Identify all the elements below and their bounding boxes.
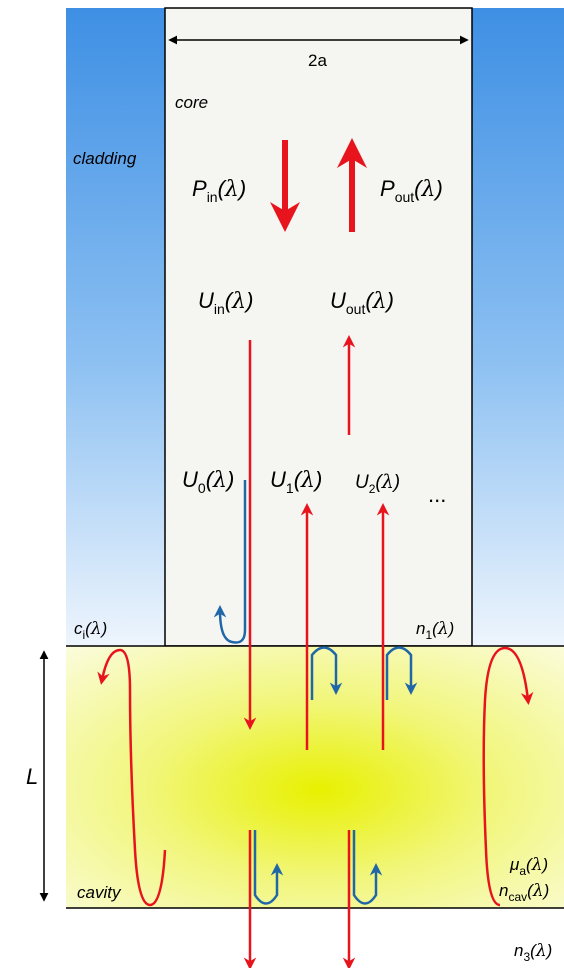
- cladding-right: [472, 8, 564, 646]
- reflection-u2-curve: [385, 646, 418, 700]
- ellipsis-label: ...: [428, 482, 447, 507]
- length-label: L: [26, 764, 39, 789]
- absorption-label: μa(λ): [510, 855, 549, 878]
- field-u0-label: U0(λ): [182, 467, 235, 496]
- cavity-index-label: ncav(λ): [499, 881, 550, 904]
- cavity-region: [66, 646, 564, 908]
- field-u2-label: U2(λ): [355, 471, 401, 496]
- cladding-label: cladding: [73, 149, 137, 168]
- power-in-label: Pin(λ): [192, 176, 247, 205]
- reflection-u1-curve: [310, 646, 343, 700]
- reflection-u0-curve: [213, 480, 247, 644]
- power-out-label: Pout(λ): [380, 176, 443, 205]
- cladding-loop-right: [482, 646, 534, 907]
- substrate-index-label: n3(λ): [514, 941, 553, 964]
- bottom-reflection-left: [253, 830, 284, 905]
- coupling-coefficient-label: ci(λ): [74, 619, 108, 642]
- core-width-label: 2a: [308, 51, 327, 70]
- cladding-loop-left: [97, 648, 151, 907]
- fiber-core: [164, 7, 473, 647]
- core-index-label: n1(λ): [416, 619, 455, 642]
- cladding-left: [66, 8, 165, 646]
- field-out-label: Uout(λ): [330, 288, 394, 317]
- core-label: core: [175, 93, 209, 112]
- field-u1-label: U1(λ): [270, 467, 323, 496]
- field-in-label: Uin(λ): [198, 288, 254, 317]
- cladding-loop-left-down: [149, 849, 167, 907]
- bottom-reflection-right: [352, 830, 383, 905]
- cavity-label: cavity: [77, 883, 121, 902]
